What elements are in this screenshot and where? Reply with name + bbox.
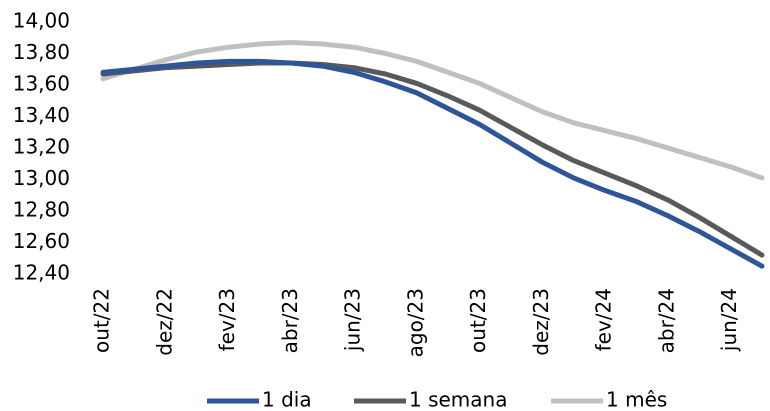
y-tick-label: 12,40 [13,261,70,285]
x-tick-label: ago/23 [403,288,427,357]
x-tick-label: dez/22 [152,288,176,356]
legend-label: 1 semana [409,388,507,411]
series-line [100,58,765,269]
x-tick-label: out/22 [90,288,114,353]
legend-label: 1 dia [262,388,312,411]
x-tick-label: abr/23 [278,288,302,353]
y-tick-label: 14,00 [13,9,70,33]
y-tick-label: 13,40 [13,103,70,127]
x-tick-label: fev/24 [592,288,616,351]
x-tick-label: jun/23 [341,288,365,352]
legend-label: 1 mês [606,388,667,411]
y-tick-label: 13,80 [13,40,70,64]
y-tick-label: 13,20 [13,135,70,159]
series-line [100,60,765,258]
x-tick-label: jun/24 [717,288,741,352]
y-tick-label: 13,60 [13,72,70,96]
y-tick-label: 12,80 [13,198,70,222]
x-tick-label: dez/23 [529,288,553,356]
y-tick-label: 12,60 [13,229,70,253]
y-tick-label: 13,00 [13,166,70,190]
x-tick-label: out/23 [466,288,490,353]
x-tick-label: fev/23 [215,288,239,351]
series-line [100,39,765,181]
x-tick-label: abr/24 [654,288,678,353]
